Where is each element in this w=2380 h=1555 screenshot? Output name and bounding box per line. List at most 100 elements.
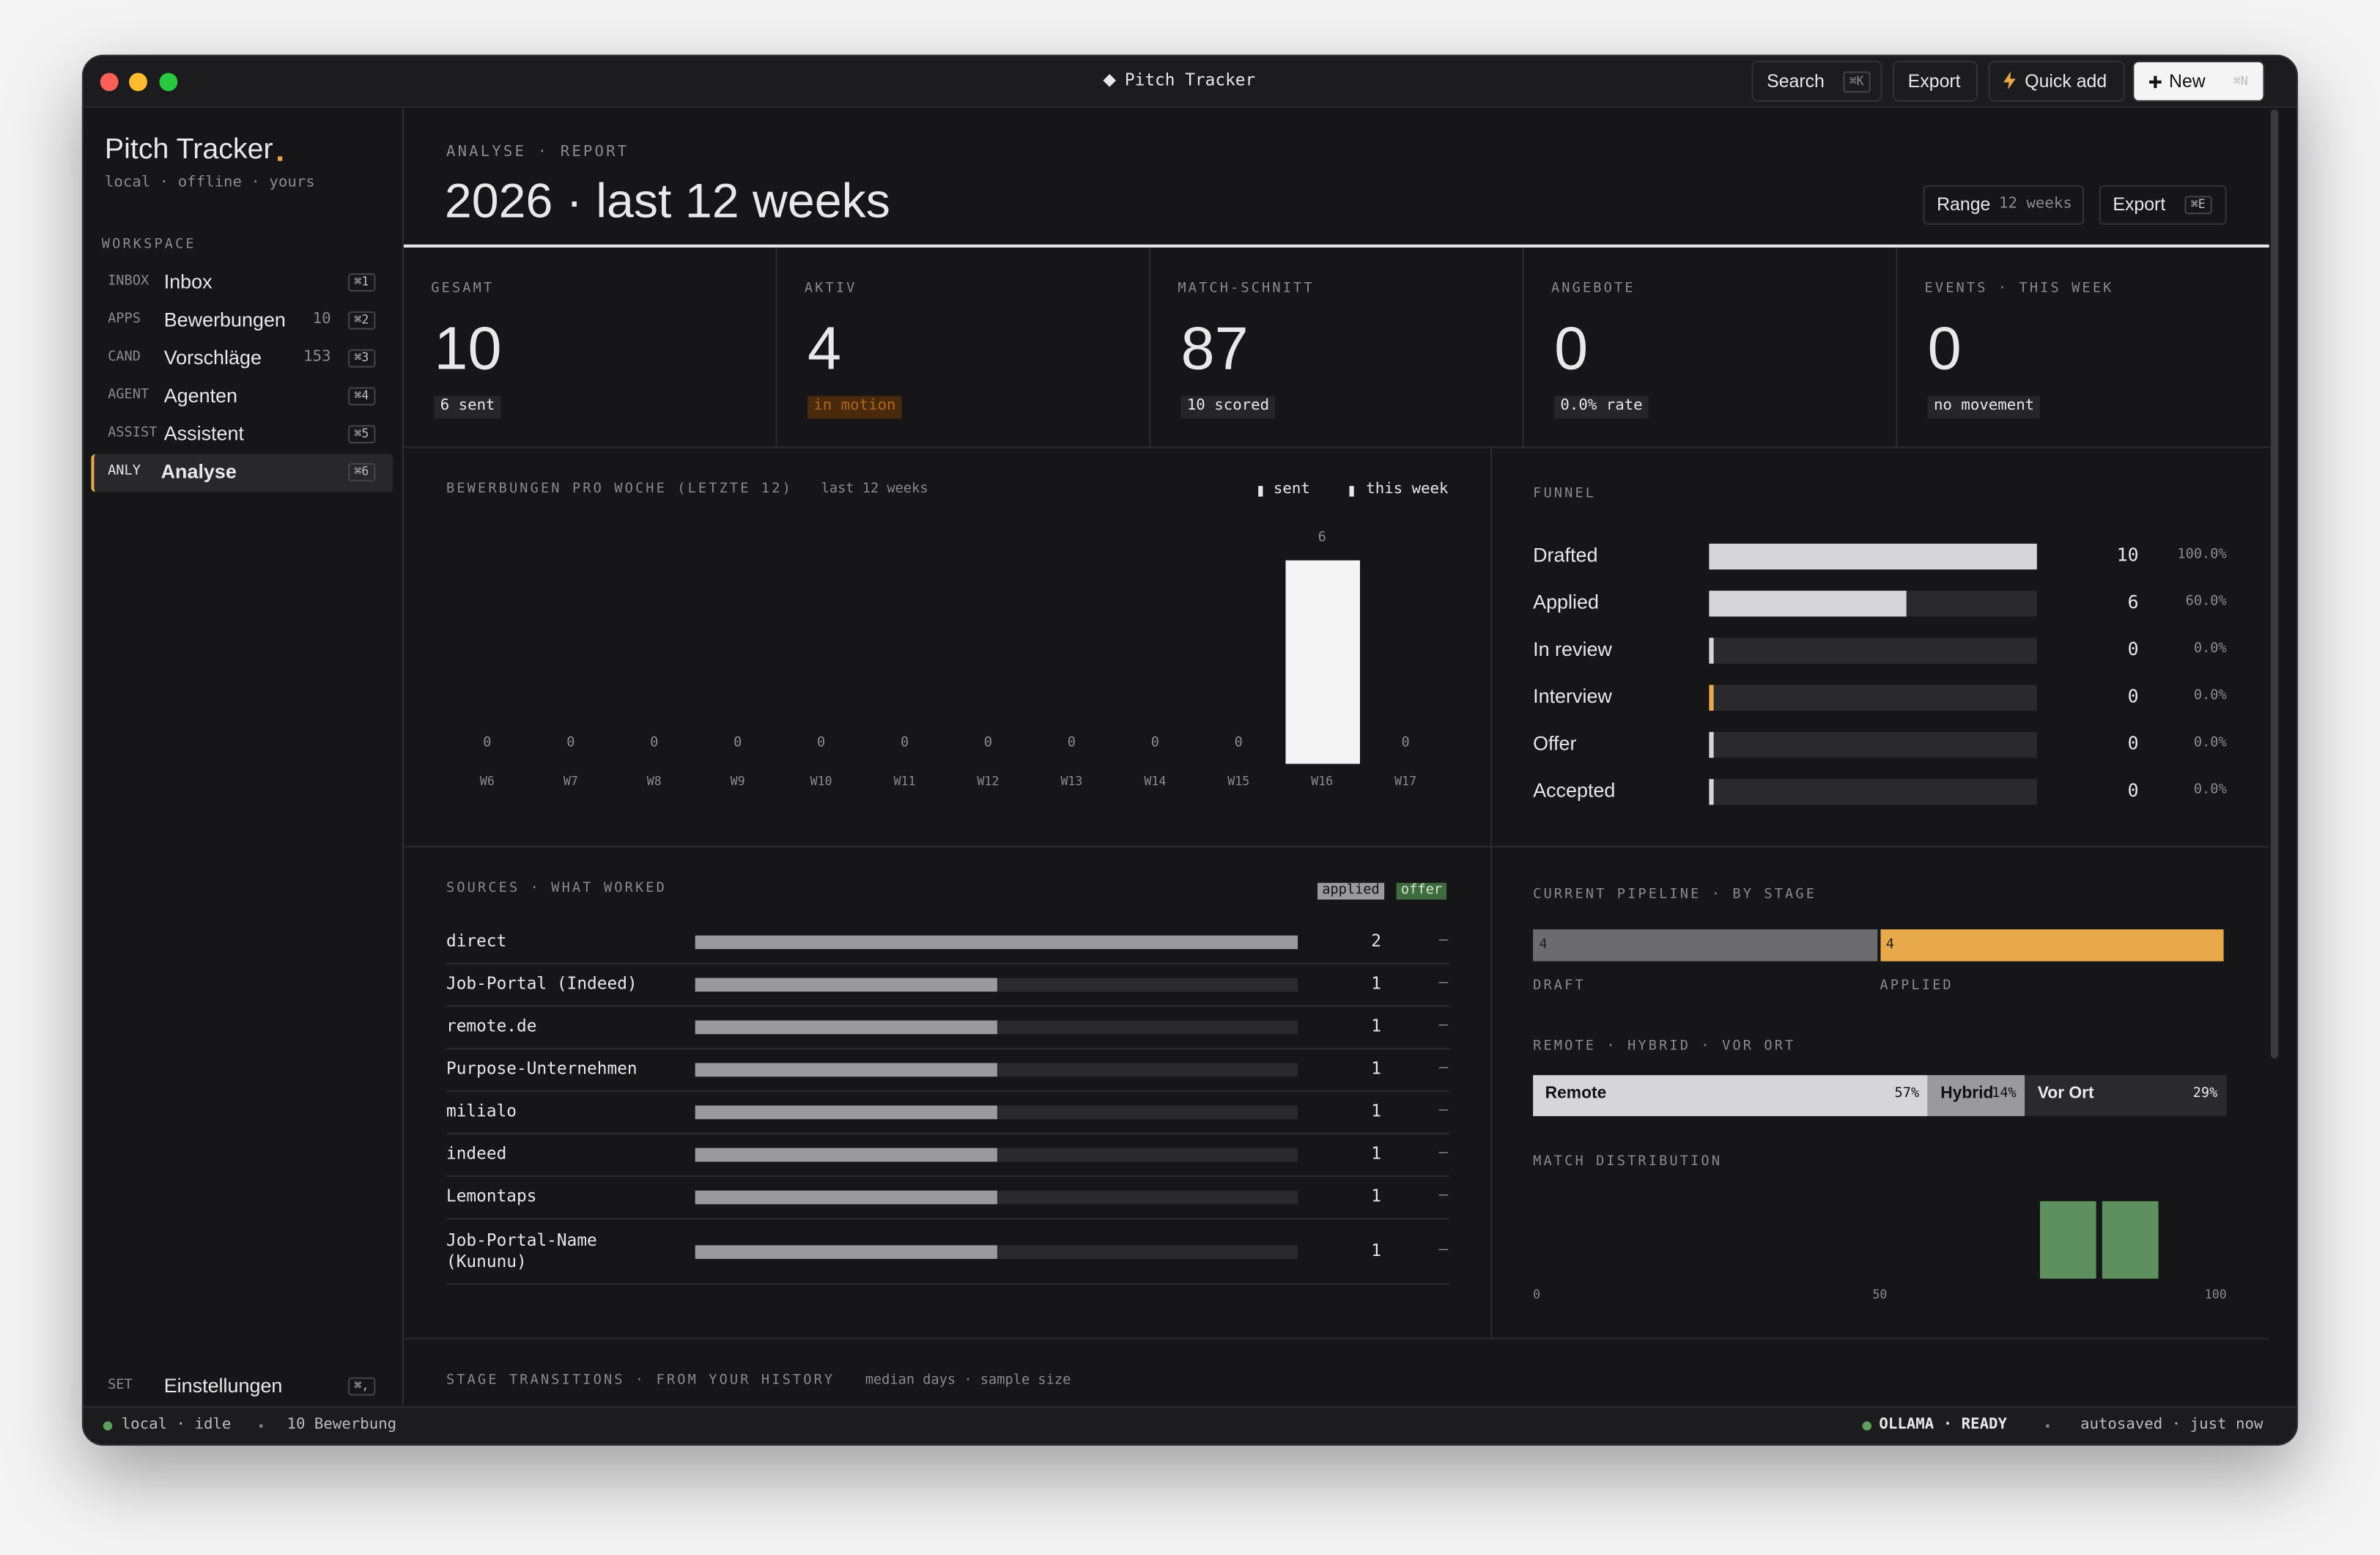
source-offer: —: [1438, 1241, 1449, 1259]
source-name: remote.de: [446, 1016, 537, 1036]
status-text: OLLAMA · READY: [1879, 1416, 2008, 1433]
stat-note: in motion: [807, 396, 902, 418]
scrollbar[interactable]: [2270, 109, 2279, 1059]
stage-name: Interview: [1533, 684, 1612, 708]
stage-pct: 0.0%: [2193, 641, 2227, 657]
legend-swatch: [1258, 486, 1263, 497]
bar: [695, 1148, 997, 1162]
section-label: WORKSPACE: [101, 237, 196, 253]
shortcut-key: ⌘2: [348, 311, 375, 330]
row-divider: [446, 1283, 1450, 1285]
bar: [1709, 591, 1906, 617]
bar-value-label: 0: [983, 735, 993, 751]
traffic-light[interactable]: [159, 73, 178, 92]
stat-card: [777, 247, 1151, 448]
eyebrow: ANALYSE · REPORT: [446, 144, 629, 161]
bar-value-label: 0: [483, 735, 492, 751]
source-offer: —: [1438, 1144, 1449, 1161]
stat-value: 10: [434, 316, 502, 383]
shortcut-key: ⌘,: [348, 1377, 375, 1396]
panel-pipeline: [1492, 847, 2269, 1340]
bar: [695, 978, 997, 992]
export-button[interactable]: [2099, 185, 2227, 225]
nav-tag: ANLY: [108, 463, 141, 479]
x-tick-label: W8: [646, 774, 662, 788]
toolbar-button[interactable]: [1751, 60, 1882, 102]
stage-pct: 100.0%: [2177, 547, 2227, 563]
status-text: autosaved · just now: [2080, 1416, 2263, 1433]
mode-name: Vor Ort: [2037, 1084, 2094, 1103]
panel-weekly: [403, 448, 1493, 848]
legend-label: this week: [1366, 481, 1449, 498]
row-divider: [446, 1217, 1450, 1220]
bar-value-label: 0: [1401, 735, 1410, 751]
bar: [1709, 684, 1714, 711]
bar-track: [1709, 731, 2037, 758]
nav-label: Vorschläge: [163, 346, 262, 369]
x-tick-label: W14: [1144, 774, 1167, 788]
stage-pct: 0.0%: [2193, 735, 2227, 751]
legend-label: sent: [1273, 481, 1310, 498]
source-name: Job-Portal (Indeed): [446, 973, 638, 994]
shortcut-key: ⌘N: [2233, 74, 2248, 89]
status-text: local · idle: [121, 1416, 232, 1433]
bar-value-label: 0: [650, 735, 659, 751]
stage-name: Offer: [1533, 731, 1577, 755]
traffic-light[interactable]: [129, 73, 147, 92]
shortcut-key: ⌘1: [348, 273, 375, 292]
page-title: 2026 · last 12 weeks: [444, 173, 890, 228]
nav-item-active[interactable]: [91, 454, 393, 492]
source-value: 1: [1371, 1101, 1381, 1121]
sidebar: [84, 108, 404, 1406]
stat-note: no movement: [1927, 396, 2041, 418]
bar-value-label: 0: [1234, 735, 1243, 751]
legend-chip: applied: [1317, 882, 1384, 901]
source-name: indeed: [446, 1143, 507, 1164]
x-tick-label: 100: [2204, 1288, 2227, 1301]
range-label: Range: [1937, 193, 1991, 215]
stat-label: ANGEBOTE: [1551, 281, 1636, 297]
traffic-light[interactable]: [100, 73, 119, 92]
panel-funnel: [1492, 448, 2269, 848]
histogram-bar: [2039, 1201, 2096, 1279]
x-tick-label: W16: [1311, 774, 1334, 788]
panel-title: STAGE TRANSITIONS · FROM YOUR HISTORY: [446, 1373, 835, 1389]
toolbar-label: Export: [1907, 70, 1961, 92]
stat-card: [403, 247, 777, 448]
source-value: 1: [1371, 1186, 1381, 1206]
bar: [695, 1020, 997, 1035]
nav-count: 10: [312, 311, 331, 328]
x-tick-label: W10: [810, 774, 832, 788]
segment-value: 4: [1885, 937, 1894, 953]
source-value: 2: [1371, 931, 1381, 951]
bar: [695, 1190, 997, 1205]
status-sep: [259, 1424, 263, 1427]
bar-track: [1709, 638, 2037, 664]
stage-value: 0: [2127, 685, 2139, 707]
stage-value: 0: [2127, 732, 2139, 754]
stat-label: GESAMT: [431, 281, 495, 297]
stage-name: In review: [1533, 638, 1612, 661]
stat-label: EVENTS · THIS WEEK: [1924, 281, 2114, 297]
x-tick-label: 0: [1533, 1288, 1541, 1301]
source-offer: —: [1438, 931, 1449, 949]
bar: [695, 1245, 997, 1259]
source-offer: —: [1438, 1187, 1449, 1204]
stat-label: MATCH-SCHNITT: [1178, 281, 1315, 297]
bar-value-label: 0: [817, 735, 826, 751]
x-tick-label: 50: [1872, 1288, 1888, 1301]
nav-tag: APPS: [108, 311, 141, 328]
nav-label: Assistent: [163, 421, 244, 445]
source-offer: —: [1438, 1101, 1449, 1119]
mode-pct: 57%: [1894, 1086, 1920, 1102]
window-title: Pitch Tracker: [1124, 70, 1256, 90]
panel-subtitle: median days · sample size: [865, 1373, 1071, 1389]
range-button[interactable]: [1923, 185, 2085, 225]
stage-pct: 0.0%: [2193, 688, 2227, 704]
stat-note: 0.0% rate: [1554, 396, 1649, 418]
pipeline-segment: [1880, 929, 2224, 961]
toolbar-button[interactable]: [1893, 60, 1978, 102]
row-divider: [446, 1132, 1450, 1135]
stage-name: Drafted: [1533, 543, 1598, 566]
